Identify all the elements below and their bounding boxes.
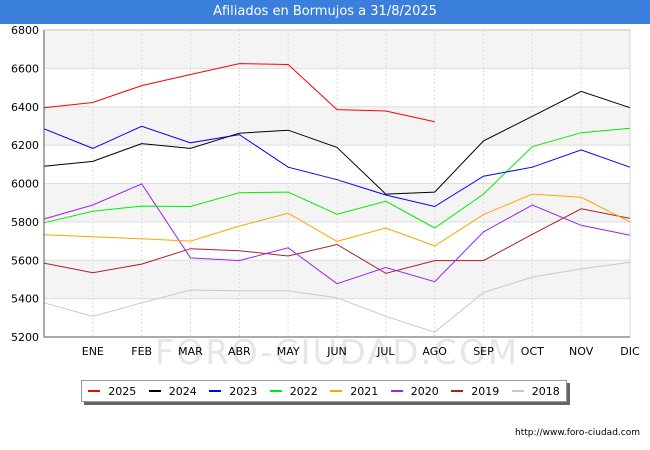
legend-item-2022: 2022 [269, 384, 318, 398]
legend-label: 2023 [229, 384, 258, 398]
y-tick-label: 6400 [11, 101, 39, 114]
x-tick-label: AGO [422, 345, 447, 358]
x-tick-label: FEB [131, 345, 152, 358]
legend-item-2018: 2018 [511, 384, 560, 398]
x-tick-label: JUL [376, 345, 395, 358]
legend-swatch [148, 390, 161, 392]
x-tick-label: OCT [521, 345, 544, 358]
plot-border [43, 29, 631, 338]
legend-item-2020: 2020 [390, 384, 439, 398]
series-line-2019 [43, 208, 631, 274]
x-tick-label: NOV [569, 345, 594, 358]
legend-swatch [330, 390, 343, 392]
chart-title: Afiliados en Bormujos a 31/8/2025 [0, 0, 650, 24]
legend-swatch [451, 390, 464, 392]
grid-band [44, 30, 630, 69]
legend-swatch [88, 390, 101, 392]
watermark-text: FORO-CIUDAD.COM [155, 333, 519, 373]
x-tick-label: SEP [473, 345, 494, 358]
legend-label: 2022 [289, 384, 318, 398]
y-tick-label: 6200 [11, 139, 39, 152]
series-line-2021 [43, 193, 631, 247]
y-tick-label: 5400 [11, 293, 39, 306]
legend-label: 2018 [531, 384, 560, 398]
series-line-2024 [43, 90, 631, 195]
legend-item-2019: 2019 [451, 385, 499, 398]
x-tick-label: ENE [82, 345, 104, 358]
legend-label: 2021 [350, 384, 379, 398]
y-tick-label: 6600 [11, 62, 39, 75]
series-line-2020 [43, 183, 631, 285]
legend-label: 2019 [471, 384, 500, 398]
legend-item-2021: 2021 [330, 385, 378, 398]
x-tick-label: JUN [326, 345, 347, 358]
series-line-2022 [43, 127, 631, 229]
legend-swatch [511, 390, 524, 392]
legend-label: 2020 [410, 384, 439, 398]
y-tick-label: 6000 [11, 178, 39, 191]
legend-label: 2025 [108, 384, 137, 398]
legend-item-2025: 2025 [88, 385, 136, 398]
x-tick-label: MAR [178, 345, 203, 358]
series-line-2018 [43, 261, 631, 333]
chart-legend: 2025 2024 2023 2022 2021 2020 2019 2018 [81, 380, 567, 402]
legend-item-2024: 2024 [148, 384, 197, 398]
legend-label: 2024 [168, 384, 197, 398]
series-line-2025 [43, 63, 435, 123]
x-tick-label: MAY [277, 345, 300, 358]
x-tick-label: ABR [228, 345, 251, 358]
legend-item-2023: 2023 [209, 385, 257, 398]
legend-swatch [390, 390, 403, 392]
y-tick-label: 5600 [11, 254, 39, 267]
y-tick-label: 5200 [11, 331, 39, 344]
y-tick-label: 6800 [11, 24, 39, 37]
x-tick-label: DIC [620, 345, 640, 358]
legend-swatch [209, 390, 222, 392]
y-tick-label: 5800 [11, 216, 39, 229]
series-line-2023 [43, 125, 631, 208]
legend-swatch [269, 390, 282, 392]
footer-url[interactable]: http://www.foro-ciudad.com [515, 428, 640, 438]
